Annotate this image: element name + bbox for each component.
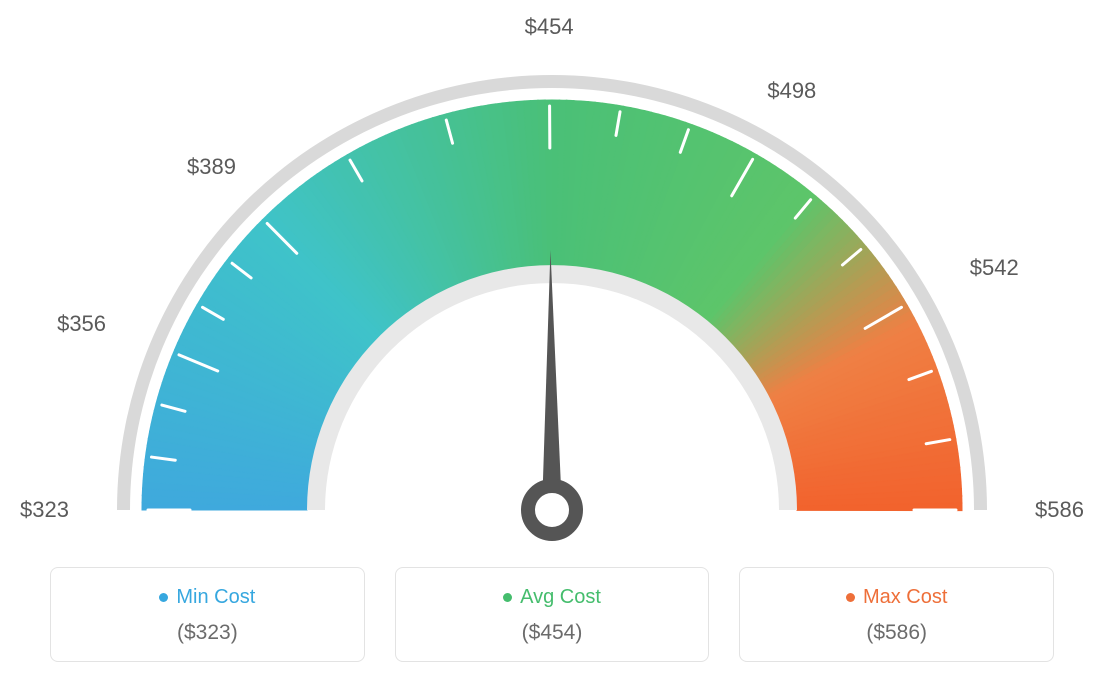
cost-gauge-infographic: $323 $356 $389 $454 $498 $542 $586 Min Cost ($… [0, 0, 1104, 690]
gauge-tick-label: $389 [187, 154, 236, 180]
gauge-tick-label: $323 [20, 497, 69, 523]
legend-card-avg: Avg Cost ($454) [395, 567, 710, 662]
legend-dot-max [846, 593, 855, 602]
gauge: $323 $356 $389 $454 $498 $542 $586 [0, 0, 1104, 560]
legend-title-avg: Avg Cost [503, 586, 601, 609]
legend-value-max: ($586) [750, 621, 1043, 645]
legend-title-min: Min Cost [159, 586, 255, 609]
legend-dot-min [159, 593, 168, 602]
legend-title-max-text: Max Cost [863, 586, 947, 609]
gauge-tick-label: $586 [1035, 497, 1084, 523]
gauge-svg [0, 0, 1104, 560]
gauge-tick-label: $356 [57, 311, 106, 337]
legend-value-min: ($323) [61, 621, 354, 645]
legend-dot-avg [503, 593, 512, 602]
legend-title-max: Max Cost [846, 586, 947, 609]
legend-card-max: Max Cost ($586) [739, 567, 1054, 662]
gauge-tick-label: $498 [767, 78, 816, 104]
legend-title-min-text: Min Cost [176, 586, 255, 609]
legend-row: Min Cost ($323) Avg Cost ($454) Max Cost… [50, 567, 1054, 662]
gauge-tick-label: $542 [970, 255, 1019, 281]
legend-card-min: Min Cost ($323) [50, 567, 365, 662]
gauge-tick-label: $454 [525, 14, 574, 40]
legend-title-avg-text: Avg Cost [520, 586, 601, 609]
legend-value-avg: ($454) [406, 621, 699, 645]
